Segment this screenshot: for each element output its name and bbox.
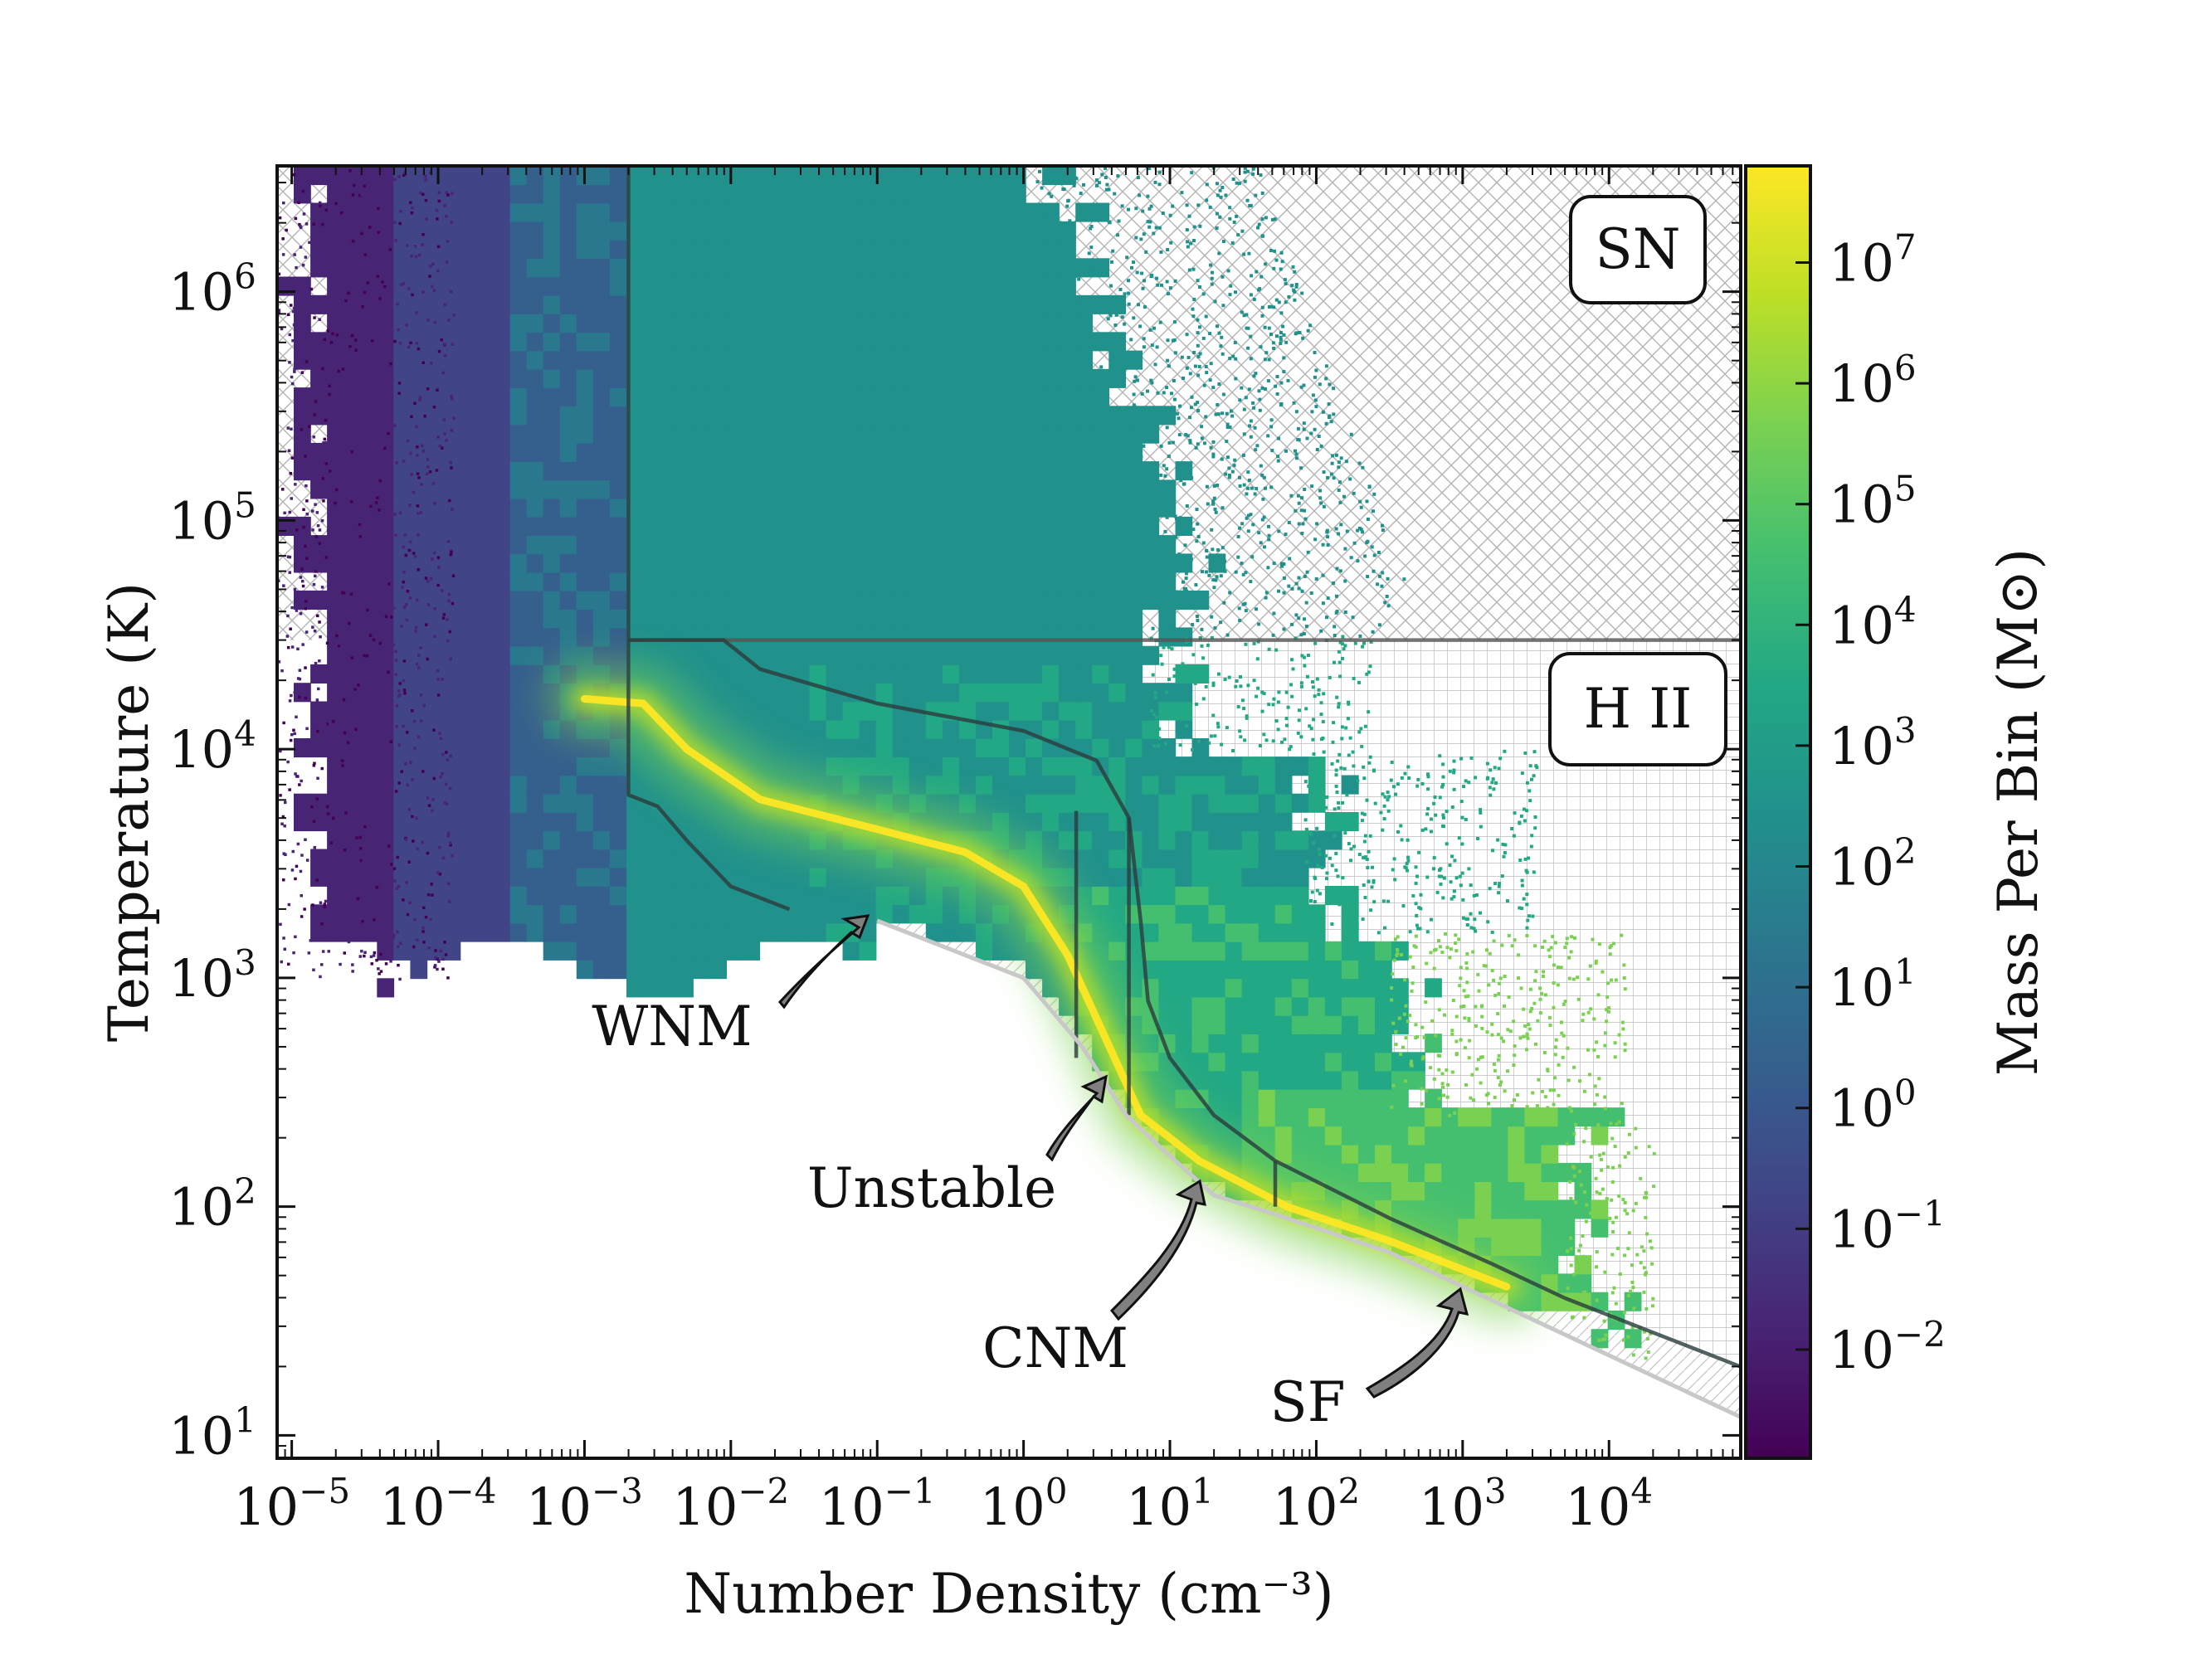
colorbar-tick-label: 105 <box>1829 469 1917 535</box>
hii-upper-curve <box>628 638 1741 1369</box>
colorbar-tick-exponent: 4 <box>1894 589 1917 630</box>
unstable-arrow <box>1045 1074 1108 1162</box>
annotation-wnm-text: WNM <box>592 995 752 1058</box>
colorbar-tick-label: 106 <box>1829 348 1917 414</box>
lower-envelope <box>876 918 1741 1419</box>
x-tick-label: 10−2 <box>672 1471 789 1537</box>
x-tick-exponent: 2 <box>1338 1471 1361 1511</box>
colorbar-frame <box>1744 164 1812 1460</box>
colorbar-tick-label: 104 <box>1829 589 1917 655</box>
x-tick-label: 10−3 <box>526 1471 643 1537</box>
density-ridge-core <box>580 695 1511 1291</box>
x-tick-exponent: −3 <box>592 1471 643 1511</box>
x-tick-label: 10−4 <box>380 1471 497 1537</box>
annotation-sf-text: SF <box>1269 1370 1345 1434</box>
x-axis-label: Number Density (cm⁻³) <box>684 1562 1333 1626</box>
y-tick-exponent: 4 <box>234 713 256 754</box>
y-tick-label: 102 <box>168 1171 256 1238</box>
region-label-sn: SN <box>1569 195 1707 304</box>
colorbar-tick-label: 102 <box>1829 831 1917 898</box>
colorbar-tick-label: 10−2 <box>1829 1314 1946 1380</box>
colorbar-tick-exponent: −2 <box>1894 1314 1946 1355</box>
y-tick-exponent: 1 <box>234 1399 256 1440</box>
y-tick-exponent: 5 <box>234 484 256 525</box>
colorbar-label: Mass Per Bin (M⊙) <box>1986 548 2050 1076</box>
colorbar-tick-exponent: 3 <box>1894 710 1917 751</box>
colorbar-gradient <box>1746 166 1810 1458</box>
cnm-arrow <box>1109 1179 1206 1321</box>
colorbar-tick-exponent: 0 <box>1894 1073 1917 1113</box>
colorbar-tick-label: 100 <box>1829 1073 1917 1139</box>
region-label-hii: H II <box>1548 652 1727 766</box>
x-tick-exponent: −2 <box>738 1471 789 1511</box>
sf-arrow <box>1365 1287 1469 1399</box>
y-tick-exponent: 6 <box>234 256 256 297</box>
colorbar-tick-label: 103 <box>1829 710 1917 776</box>
y-tick-label: 103 <box>168 942 256 1009</box>
left-boundary <box>626 166 791 912</box>
annotation-wnm: WNM <box>592 914 870 1058</box>
x-tick-label: 101 <box>1126 1471 1214 1537</box>
mass-heatmap <box>277 166 1656 1360</box>
x-tick-label: 102 <box>1273 1471 1361 1537</box>
x-tick-label: 10−5 <box>233 1471 350 1537</box>
x-tick-exponent: −4 <box>446 1471 497 1511</box>
y-tick-exponent: 3 <box>234 942 256 983</box>
y-axis-ticks: 101 102 103 104 105 106 <box>168 182 1741 1466</box>
region-label-hii-text: H II <box>1584 677 1693 741</box>
y-tick-exponent: 2 <box>234 1171 256 1212</box>
annotation-unstable: Unstable <box>807 1074 1108 1220</box>
annotation-unstable-text: Unstable <box>807 1156 1056 1220</box>
x-tick-label: 104 <box>1565 1471 1653 1537</box>
x-tick-exponent: 3 <box>1484 1471 1507 1511</box>
colorbar-tick-label: 10−1 <box>1829 1193 1946 1259</box>
region-label-sn-text: SN <box>1596 217 1681 281</box>
colorbar-tick-exponent: 1 <box>1894 951 1917 992</box>
y-tick-label: 104 <box>168 713 256 780</box>
colorbar-tick-exponent: 5 <box>1894 469 1917 509</box>
colorbar-tick-exponent: 6 <box>1894 348 1917 388</box>
y-tick-label: 105 <box>168 484 256 551</box>
x-tick-label: 103 <box>1419 1471 1507 1537</box>
x-tick-label: 100 <box>980 1471 1068 1537</box>
x-tick-exponent: −5 <box>299 1471 350 1511</box>
colorbar-tick-exponent: −1 <box>1894 1193 1946 1233</box>
boundary-lines <box>626 166 1741 1419</box>
colorbar-tick-exponent: 7 <box>1894 226 1917 267</box>
x-tick-exponent: 4 <box>1630 1471 1653 1511</box>
colorbar-tick-label: 101 <box>1829 951 1917 1018</box>
y-tick-label: 101 <box>168 1399 256 1466</box>
wnm-arrow <box>778 914 870 1010</box>
colorbar-tick-label: 107 <box>1829 226 1917 293</box>
x-tick-exponent: 1 <box>1191 1471 1214 1511</box>
annotation-sf: SF <box>1269 1287 1469 1434</box>
y-tick-label: 106 <box>168 256 256 323</box>
annotation-cnm-text: CNM <box>982 1316 1128 1380</box>
x-tick-exponent: 0 <box>1045 1471 1068 1511</box>
plot-area <box>277 166 1741 1458</box>
x-tick-label: 10−1 <box>819 1471 936 1537</box>
colorbar-tick-exponent: 2 <box>1894 831 1917 872</box>
y-axis-label: Temperature (K) <box>97 582 161 1042</box>
annotation-cnm: CNM <box>982 1179 1206 1380</box>
x-tick-exponent: −1 <box>884 1471 936 1511</box>
